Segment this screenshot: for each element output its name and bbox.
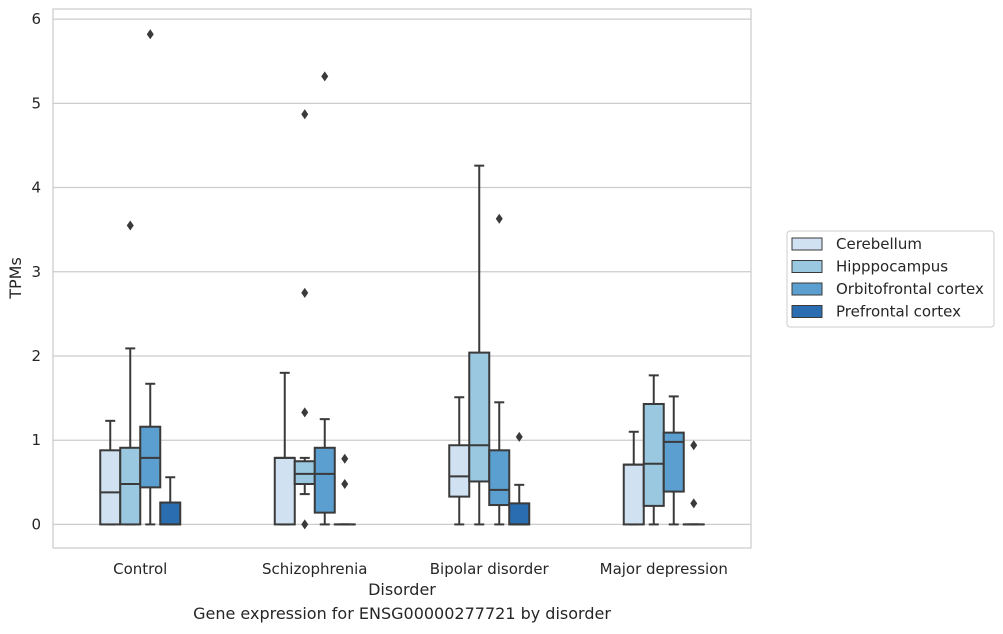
- outlier-point: [341, 478, 349, 489]
- x-tick-label: Schizophrenia: [262, 560, 367, 578]
- box: [273, 456, 296, 526]
- box-plot-chart: 0 1 2 3 4 5 6 Control Schizophrenia Bipolar diso…: [6, 8, 995, 599]
- outlier-point: [301, 519, 309, 530]
- box: [119, 446, 142, 526]
- y-tick-label: 5: [31, 94, 41, 112]
- outlier-point: [126, 220, 134, 231]
- y-tick-label: 3: [31, 263, 41, 281]
- legend-swatch: [791, 260, 823, 273]
- box: [99, 449, 122, 526]
- x-tick-label: Control: [113, 560, 167, 578]
- outlier-point: [301, 287, 309, 298]
- x-tick-label: Bipolar disorder: [430, 560, 550, 578]
- legend-label: Orbitofrontal cortex: [836, 280, 984, 298]
- box-group-0: [99, 29, 182, 526]
- legend-swatch: [791, 282, 823, 296]
- box-groups: [99, 29, 705, 530]
- box: [488, 449, 511, 507]
- outlier-point: [690, 440, 698, 451]
- legend: Cerebellum Hipppocampus Orbitofrontal cort…: [786, 230, 995, 328]
- box: [468, 351, 491, 483]
- legend-label: Cerebellum: [836, 235, 922, 253]
- outlier-point: [146, 29, 154, 40]
- outlier-point: [690, 498, 698, 509]
- box: [662, 431, 685, 493]
- box: [448, 444, 471, 498]
- box: [642, 402, 665, 507]
- legend-swatch: [791, 237, 823, 251]
- y-tick-label: 6: [31, 10, 41, 28]
- x-tick-labels: Control Schizophrenia Bipolar disorder Majo…: [113, 560, 728, 578]
- legend-label: Hipppocampus: [836, 258, 948, 276]
- box: [159, 501, 182, 526]
- y-tick-labels: 0 1 2 3 4 5 6: [31, 10, 41, 533]
- box: [622, 463, 645, 526]
- y-tick-label: 0: [31, 515, 41, 533]
- box: [508, 502, 531, 526]
- box-group-1: [273, 71, 356, 530]
- outlier-point: [515, 431, 523, 442]
- x-tick-label: Major depression: [600, 560, 728, 578]
- legend-label: Prefrontal cortex: [836, 303, 961, 321]
- y-tick-label: 1: [31, 431, 41, 449]
- outlier-point: [495, 213, 503, 224]
- figure-caption: Gene expression for ENSG00000277721 by d…: [193, 604, 611, 623]
- outlier-point: [321, 71, 329, 82]
- box: [293, 460, 316, 485]
- legend-swatch: [791, 305, 823, 318]
- outlier-point: [301, 407, 309, 418]
- outlier-point: [341, 453, 349, 464]
- box-group-3: [622, 374, 705, 526]
- outlier-point: [301, 109, 309, 120]
- y-tick-label: 4: [31, 179, 41, 197]
- y-axis-label: TPMs: [6, 257, 25, 300]
- y-tick-label: 2: [31, 347, 41, 365]
- x-axis-label: Disorder: [368, 580, 436, 599]
- legend-frame: [786, 230, 995, 328]
- box: [313, 446, 336, 514]
- box-group-2: [448, 164, 531, 526]
